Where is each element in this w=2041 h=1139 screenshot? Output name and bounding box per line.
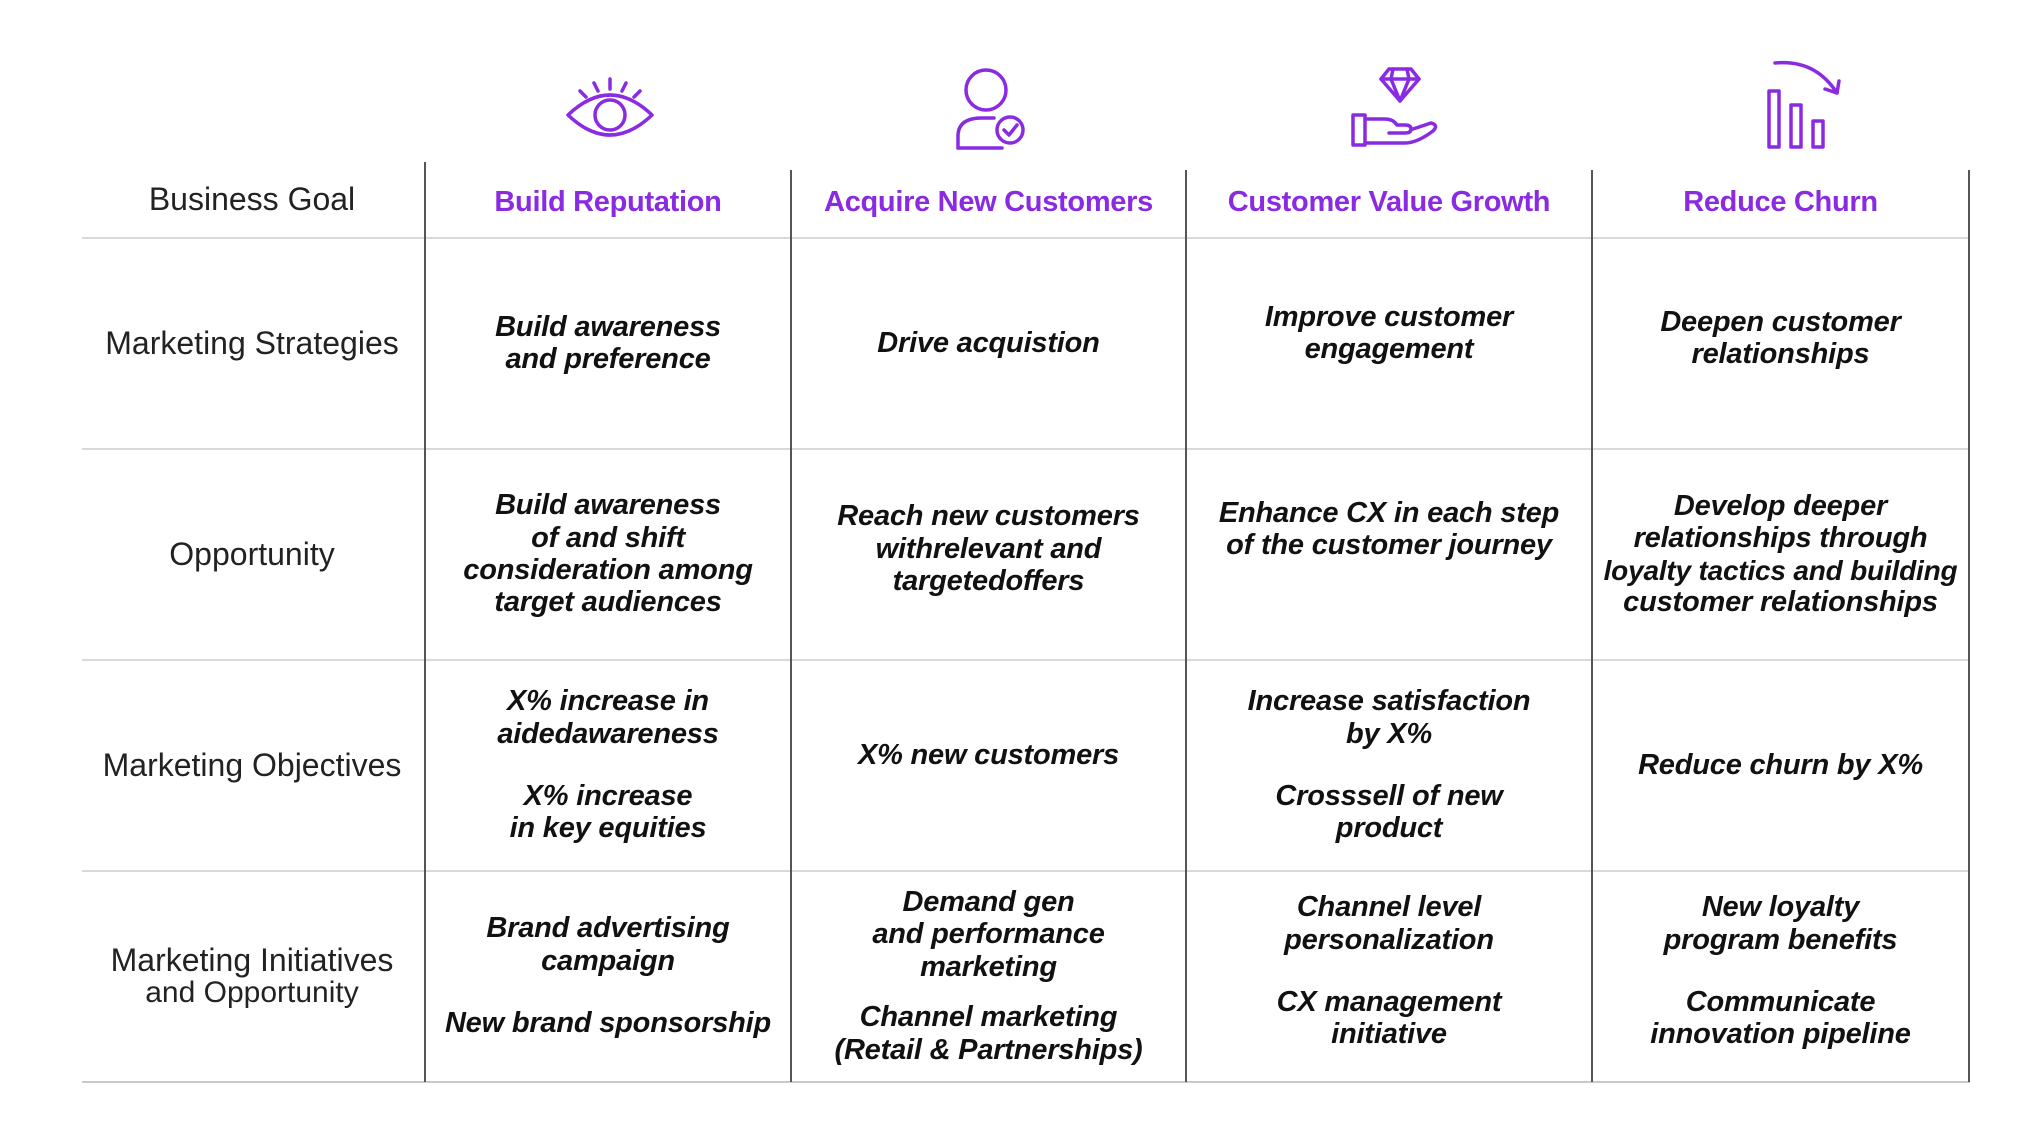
cell-text: customer relationships [1623,585,1938,618]
cell-text: program benefits [1663,923,1898,956]
cell-opportunity: Build awareness of and shift considerati… [426,449,790,659]
cell-text: product [1335,812,1443,845]
column-header-acquire-new-customers: Acquire New Customers [824,186,1153,218]
column-divider [424,162,426,1082]
row-label-marketing-objectives: Marketing Objectives [102,746,402,783]
cell-text: by X% [1345,717,1433,750]
row-divider [82,448,1970,450]
cell-text: of and shift [531,521,685,554]
cell-text: Demand gen [902,885,1075,918]
cell-text: of the customer journey [1226,529,1552,561]
cell-strategy: Improve customer engagement [1187,238,1591,428]
diamond-hand-icon [1335,55,1455,165]
row-label-marketing-strategies: Marketing Strategies [105,324,399,361]
cell-text: Drive acquistion [877,326,1100,359]
cell-text: in key equities [509,812,707,845]
cell-text: Improve customer [1264,300,1514,333]
cell-text: X% increase in [507,685,709,718]
cell-text: Build awareness [495,310,721,343]
cell-opportunity: Enhance CX in each step of the customer … [1187,449,1591,609]
cell-text: New loyalty [1701,891,1860,924]
cell-text: Channel level [1296,891,1482,924]
column-header-build-reputation: Build Reputation [494,186,722,218]
cell-text: loyalty tactics and building [1603,554,1958,586]
row-label-initiatives-line1: Marketing Initiatives [110,941,394,978]
cell-objective: X% increase in aidedawareness X% increas… [426,660,790,870]
cell-text: CX management [1276,986,1502,1018]
cell-text: personalization [1284,923,1494,956]
cell-objective: X% new customers [792,660,1185,850]
cell-text: Reduce churn by X% [1638,748,1923,781]
cell-text: Deepen customer [1660,305,1901,338]
cell-text: relationships through [1633,522,1928,555]
cell-initiative: Channel level personalization CX managem… [1187,871,1591,1071]
cell-initiative: New loyalty program benefits Communicate… [1593,871,1968,1071]
column-header-customer-value-growth: Customer Value Growth [1227,186,1551,218]
cell-initiative: Brand advertising campaign New brand spo… [426,871,790,1081]
row-divider [82,237,1970,239]
cell-strategy: Build awareness and preference [426,238,790,448]
cell-initiative: Demand gen and performance marketing Cha… [792,871,1185,1081]
cell-text: Enhance CX in each step [1218,496,1560,529]
cell-text: target audiences [494,586,722,619]
eye-icon [550,57,670,167]
cell-text: marketing [920,950,1057,983]
cell-text: innovation pipeline [1650,1018,1911,1051]
cell-objective: Increase satisfaction by X% Crosssell of… [1187,660,1591,870]
cell-text: Brand advertising [486,912,730,945]
row-divider [82,870,1970,872]
cell-text: consideration among [463,554,753,586]
cell-text: X% new customers [857,738,1120,771]
cell-strategy: Drive acquistion [792,238,1185,448]
cell-text: and performance [872,918,1105,951]
cell-text: Crosssell of new [1275,780,1503,812]
cell-text: Increase satisfaction [1247,685,1531,718]
cell-text: engagement [1304,333,1474,365]
declining-bars-icon [1745,55,1865,165]
cell-text: X% increase [523,780,693,812]
cell-text: and preference [505,343,711,375]
column-divider [1185,170,1187,1082]
cell-objective: Reduce churn by X% [1593,660,1968,870]
row-label-opportunity: Opportunity [169,535,335,572]
cell-strategy: Deepen customer relationships [1593,238,1968,438]
cell-text: Develop deeper [1673,489,1888,522]
column-divider [1968,170,1970,1082]
row-divider [82,659,1970,661]
cell-text: aidedawareness [497,717,719,750]
cell-text: relationships [1691,338,1870,370]
cell-text: (Retail & Partnerships) [834,1033,1143,1066]
cell-text: withrelevant and [875,532,1102,565]
cell-text: New brand sponsorship [444,1007,772,1040]
column-header-reduce-churn: Reduce Churn [1683,186,1878,218]
cell-opportunity: Develop deeper relationships through loy… [1593,449,1968,659]
cell-text: Build awareness [495,489,721,522]
column-divider [790,170,792,1082]
cell-text: Reach new customers [837,500,1140,533]
user-check-icon [928,60,1048,170]
column-divider [1591,170,1593,1082]
cell-text: Channel marketing [859,1001,1118,1034]
cell-text: targetedoffers [892,565,1085,598]
row-divider [82,1081,1970,1083]
row-label-business-goal: Business Goal [148,180,356,217]
cell-text: initiative [1331,1018,1447,1051]
row-label-marketing-initiatives: Marketing Initiatives and Opportunity [82,871,422,1081]
row-label-initiatives-line2: and Opportunity [145,976,359,1010]
cell-opportunity: Reach new customers withrelevant and tar… [792,449,1185,649]
cell-text: campaign [541,944,675,977]
cell-text: Communicate [1685,986,1876,1018]
